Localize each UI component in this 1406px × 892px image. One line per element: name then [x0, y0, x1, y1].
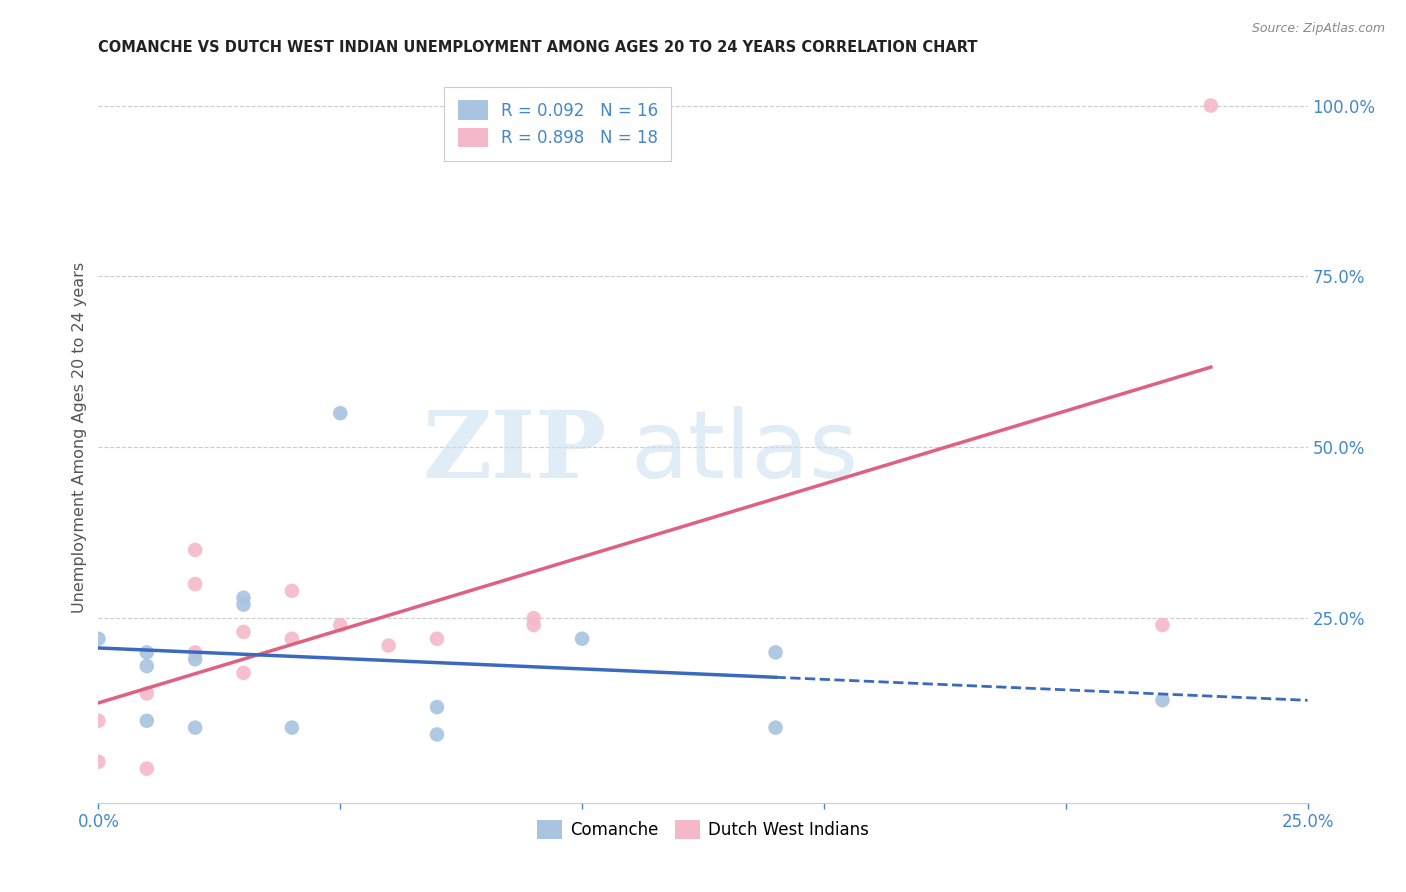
Point [184, 577, 207, 591]
Point [135, 714, 157, 728]
Point [329, 618, 352, 632]
Point [329, 406, 352, 420]
Point [426, 700, 449, 714]
Point [232, 665, 254, 680]
Point [87, 632, 110, 646]
Point [1199, 98, 1222, 112]
Point [765, 645, 787, 659]
Point [523, 618, 546, 632]
Point [281, 583, 304, 598]
Point [184, 652, 207, 666]
Point [426, 632, 449, 646]
Text: COMANCHE VS DUTCH WEST INDIAN UNEMPLOYMENT AMONG AGES 20 TO 24 YEARS CORRELATION: COMANCHE VS DUTCH WEST INDIAN UNEMPLOYME… [98, 40, 979, 55]
Point [765, 721, 787, 735]
Point [184, 542, 207, 557]
Y-axis label: Unemployment Among Ages 20 to 24 years: Unemployment Among Ages 20 to 24 years [72, 261, 87, 613]
Point [184, 721, 207, 735]
Point [281, 632, 304, 646]
Point [571, 632, 593, 646]
Point [135, 686, 157, 700]
Point [426, 727, 449, 741]
Legend: Comanche, Dutch West Indians: Comanche, Dutch West Indians [530, 814, 876, 846]
Point [135, 762, 157, 776]
Point [135, 645, 157, 659]
Text: ZIP: ZIP [422, 407, 606, 497]
Text: atlas: atlas [630, 406, 859, 498]
Point [523, 611, 546, 625]
Point [87, 714, 110, 728]
Text: Source: ZipAtlas.com: Source: ZipAtlas.com [1251, 22, 1385, 36]
Point [87, 755, 110, 769]
Point [232, 624, 254, 639]
Point [135, 659, 157, 673]
Point [1152, 618, 1174, 632]
Point [232, 598, 254, 612]
Point [1152, 693, 1174, 707]
Point [232, 591, 254, 605]
Point [377, 639, 399, 653]
Point [184, 645, 207, 659]
Point [281, 721, 304, 735]
